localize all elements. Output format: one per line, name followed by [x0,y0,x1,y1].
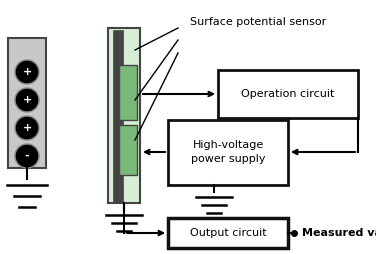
Text: -: - [25,151,29,161]
Bar [119,65,137,120]
Circle shape [15,144,39,168]
Text: Measured value: Measured value [302,228,376,238]
Text: +: + [23,67,32,77]
Text: Operation circuit: Operation circuit [241,89,335,99]
Bar [168,218,288,248]
Text: Surface potential sensor: Surface potential sensor [190,17,326,27]
Text: +: + [23,123,32,133]
Circle shape [15,60,39,84]
Bar [113,30,123,203]
Text: High-voltage
power supply: High-voltage power supply [191,140,265,164]
Bar [168,120,288,185]
Circle shape [15,88,39,112]
Text: Output circuit: Output circuit [190,228,266,238]
Bar [218,70,358,118]
Text: +: + [23,95,32,105]
Bar [8,38,46,168]
Bar [108,28,140,203]
Bar [119,125,137,175]
Circle shape [15,116,39,140]
